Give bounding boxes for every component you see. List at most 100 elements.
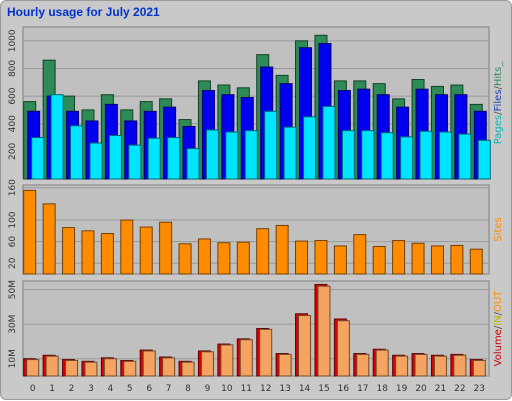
bar-pages-0 [31, 137, 45, 180]
bar-out-17 [356, 353, 370, 377]
bar-sites-5 [120, 219, 134, 275]
x-tick-label: 14 [299, 384, 311, 394]
bar-out-4 [103, 358, 117, 377]
bar-out-19 [395, 355, 409, 377]
x-tick-label: 15 [318, 384, 329, 394]
bar-sites-13 [275, 224, 289, 275]
bar-sites-11 [236, 241, 250, 275]
legend-files: Files [493, 90, 504, 112]
bar-pages-22 [458, 133, 472, 180]
y-tick-label: 600 [8, 87, 18, 104]
legend-out: OUT [493, 290, 504, 312]
y-tick-label: 20 [8, 257, 18, 269]
bar-out-6 [142, 350, 156, 377]
bar-out-9 [200, 351, 214, 377]
bar-sites-6 [139, 226, 153, 275]
x-tick-label: 17 [357, 384, 368, 394]
bar-out-22 [453, 354, 467, 377]
bar-out-13 [278, 353, 292, 377]
bar-sites-1 [42, 203, 56, 275]
bar-pages-13 [283, 126, 297, 180]
legend-in: IN [493, 315, 504, 325]
bar-sites-12 [256, 228, 270, 275]
bar-pages-6 [147, 137, 161, 180]
bar-out-16 [336, 320, 350, 377]
x-tick-label: 23 [474, 384, 485, 394]
bar-sites-9 [197, 238, 211, 275]
bar-sites-20 [411, 242, 425, 275]
bar-out-12 [259, 328, 273, 377]
x-tick-label: 1 [49, 384, 55, 394]
bar-sites-3 [81, 230, 95, 275]
y-tick-label: 60 [8, 236, 18, 248]
bar-sites-16 [333, 245, 347, 275]
bar-pages-16 [341, 130, 355, 180]
legend-end: _ [493, 61, 504, 68]
bar-pages-1 [50, 94, 64, 180]
bar-sites-10 [217, 242, 231, 275]
bar-pages-20 [419, 130, 433, 180]
bar-pages-5 [128, 144, 142, 180]
legend-label: Pages/Files/Hits_ [493, 61, 504, 145]
bar-out-21 [433, 355, 447, 377]
legend-label: Sites [493, 217, 504, 241]
bar-pages-7 [167, 137, 181, 180]
legend-separator: / [493, 325, 504, 329]
x-tick-label: 2 [69, 384, 75, 394]
bar-sites-18 [372, 245, 386, 275]
y-tick-label: 200 [8, 143, 18, 160]
plot-area [22, 184, 490, 275]
legend-separator: / [493, 111, 504, 115]
x-tick-label: 0 [30, 384, 36, 394]
bar-sites-4 [100, 233, 114, 275]
bar-out-18 [375, 349, 389, 377]
bar-pages-11 [244, 130, 258, 180]
x-tick-label: 9 [205, 384, 211, 394]
bar-out-15 [317, 285, 331, 377]
bar-pages-19 [400, 136, 414, 180]
bar-pages-4 [108, 134, 122, 180]
bar-out-8 [181, 361, 195, 377]
x-tick-label: 10 [221, 384, 233, 394]
x-tick-label: 7 [166, 384, 172, 394]
bar-pages-18 [380, 132, 394, 180]
bar-sites-15 [314, 240, 328, 275]
bar-sites-14 [295, 240, 309, 275]
bar-pages-8 [186, 148, 200, 180]
bar-out-20 [414, 353, 428, 377]
y-tick-label: 50M [8, 280, 18, 299]
bar-sites-8 [178, 243, 192, 275]
bar-pages-23 [477, 139, 491, 180]
bar-pages-10 [225, 131, 239, 180]
bar-pages-17 [361, 130, 375, 180]
y-tick-label: 30M [8, 315, 18, 334]
x-tick-label: 13 [279, 384, 290, 394]
bar-sites-0 [23, 189, 37, 275]
x-tick-label: 12 [260, 384, 271, 394]
x-tick-label: 20 [415, 384, 427, 394]
bar-out-23 [472, 359, 486, 377]
legend-separator: / [493, 311, 504, 315]
x-tick-label: 8 [185, 384, 191, 394]
legend-volume: Volume [493, 329, 504, 366]
panel-2: 20 60 100 160 Sites [8, 179, 504, 275]
bar-out-1 [45, 355, 59, 377]
bar-sites-22 [450, 244, 464, 275]
x-tick-label: 11 [241, 384, 252, 394]
bar-sites-17 [353, 234, 367, 275]
plot-area [22, 280, 490, 377]
legend-hits: Hits [493, 67, 504, 86]
x-tick-label: 19 [396, 384, 408, 394]
x-tick-label: 3 [88, 384, 94, 394]
bar-pages-15 [322, 105, 336, 180]
bar-sites-2 [62, 227, 76, 275]
y-tick-label: 10M [8, 349, 18, 368]
legend-sites: Sites [493, 217, 504, 241]
bar-pages-2 [70, 125, 84, 180]
chart-title: Hourly usage for July 2021 [7, 5, 160, 19]
bar-pages-9 [205, 129, 219, 180]
